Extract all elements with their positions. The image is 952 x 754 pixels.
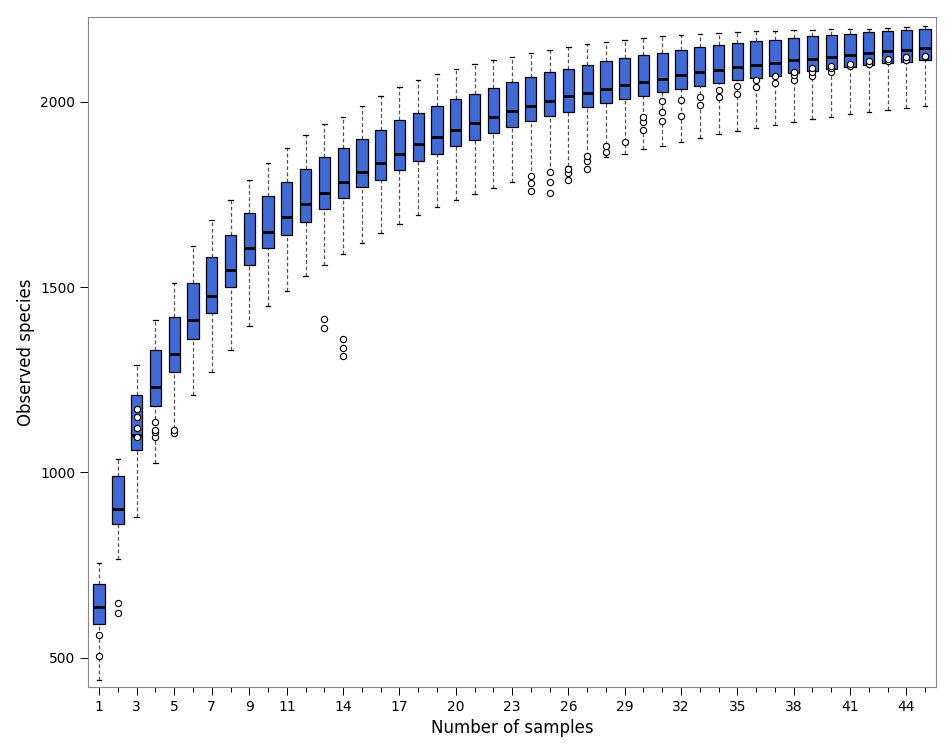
Bar — [919, 29, 930, 60]
Bar — [544, 72, 555, 116]
Bar — [581, 65, 592, 107]
Bar — [262, 196, 273, 248]
Bar — [431, 106, 442, 154]
Bar — [244, 213, 254, 265]
Bar — [787, 38, 799, 73]
Bar — [563, 69, 573, 112]
Bar — [169, 317, 180, 372]
Bar — [337, 149, 348, 198]
Bar — [93, 584, 105, 624]
Bar — [712, 45, 724, 84]
Bar — [731, 43, 743, 81]
Bar — [300, 169, 311, 222]
Bar — [112, 476, 124, 524]
Bar — [768, 40, 780, 75]
Bar — [656, 53, 667, 92]
Bar — [506, 82, 517, 127]
Bar — [281, 182, 292, 235]
Y-axis label: Observed species: Observed species — [16, 278, 34, 426]
Bar — [468, 93, 480, 139]
Bar — [375, 130, 386, 179]
Bar — [637, 55, 648, 96]
Bar — [600, 61, 611, 103]
Bar — [863, 32, 874, 65]
Bar — [149, 350, 161, 406]
Bar — [750, 41, 761, 78]
Bar — [806, 36, 817, 71]
Bar — [824, 35, 836, 69]
Bar — [356, 139, 367, 187]
Bar — [318, 158, 329, 210]
Bar — [675, 50, 686, 89]
Bar — [130, 394, 142, 450]
Bar — [188, 284, 198, 339]
Bar — [843, 34, 855, 67]
Bar — [881, 31, 892, 63]
Bar — [206, 258, 217, 313]
Bar — [525, 77, 536, 121]
X-axis label: Number of samples: Number of samples — [430, 719, 593, 737]
Bar — [693, 48, 704, 86]
Bar — [412, 113, 424, 161]
Bar — [900, 30, 911, 62]
Bar — [449, 99, 461, 146]
Bar — [393, 121, 405, 170]
Bar — [487, 87, 499, 133]
Bar — [619, 58, 629, 100]
Bar — [225, 235, 236, 287]
